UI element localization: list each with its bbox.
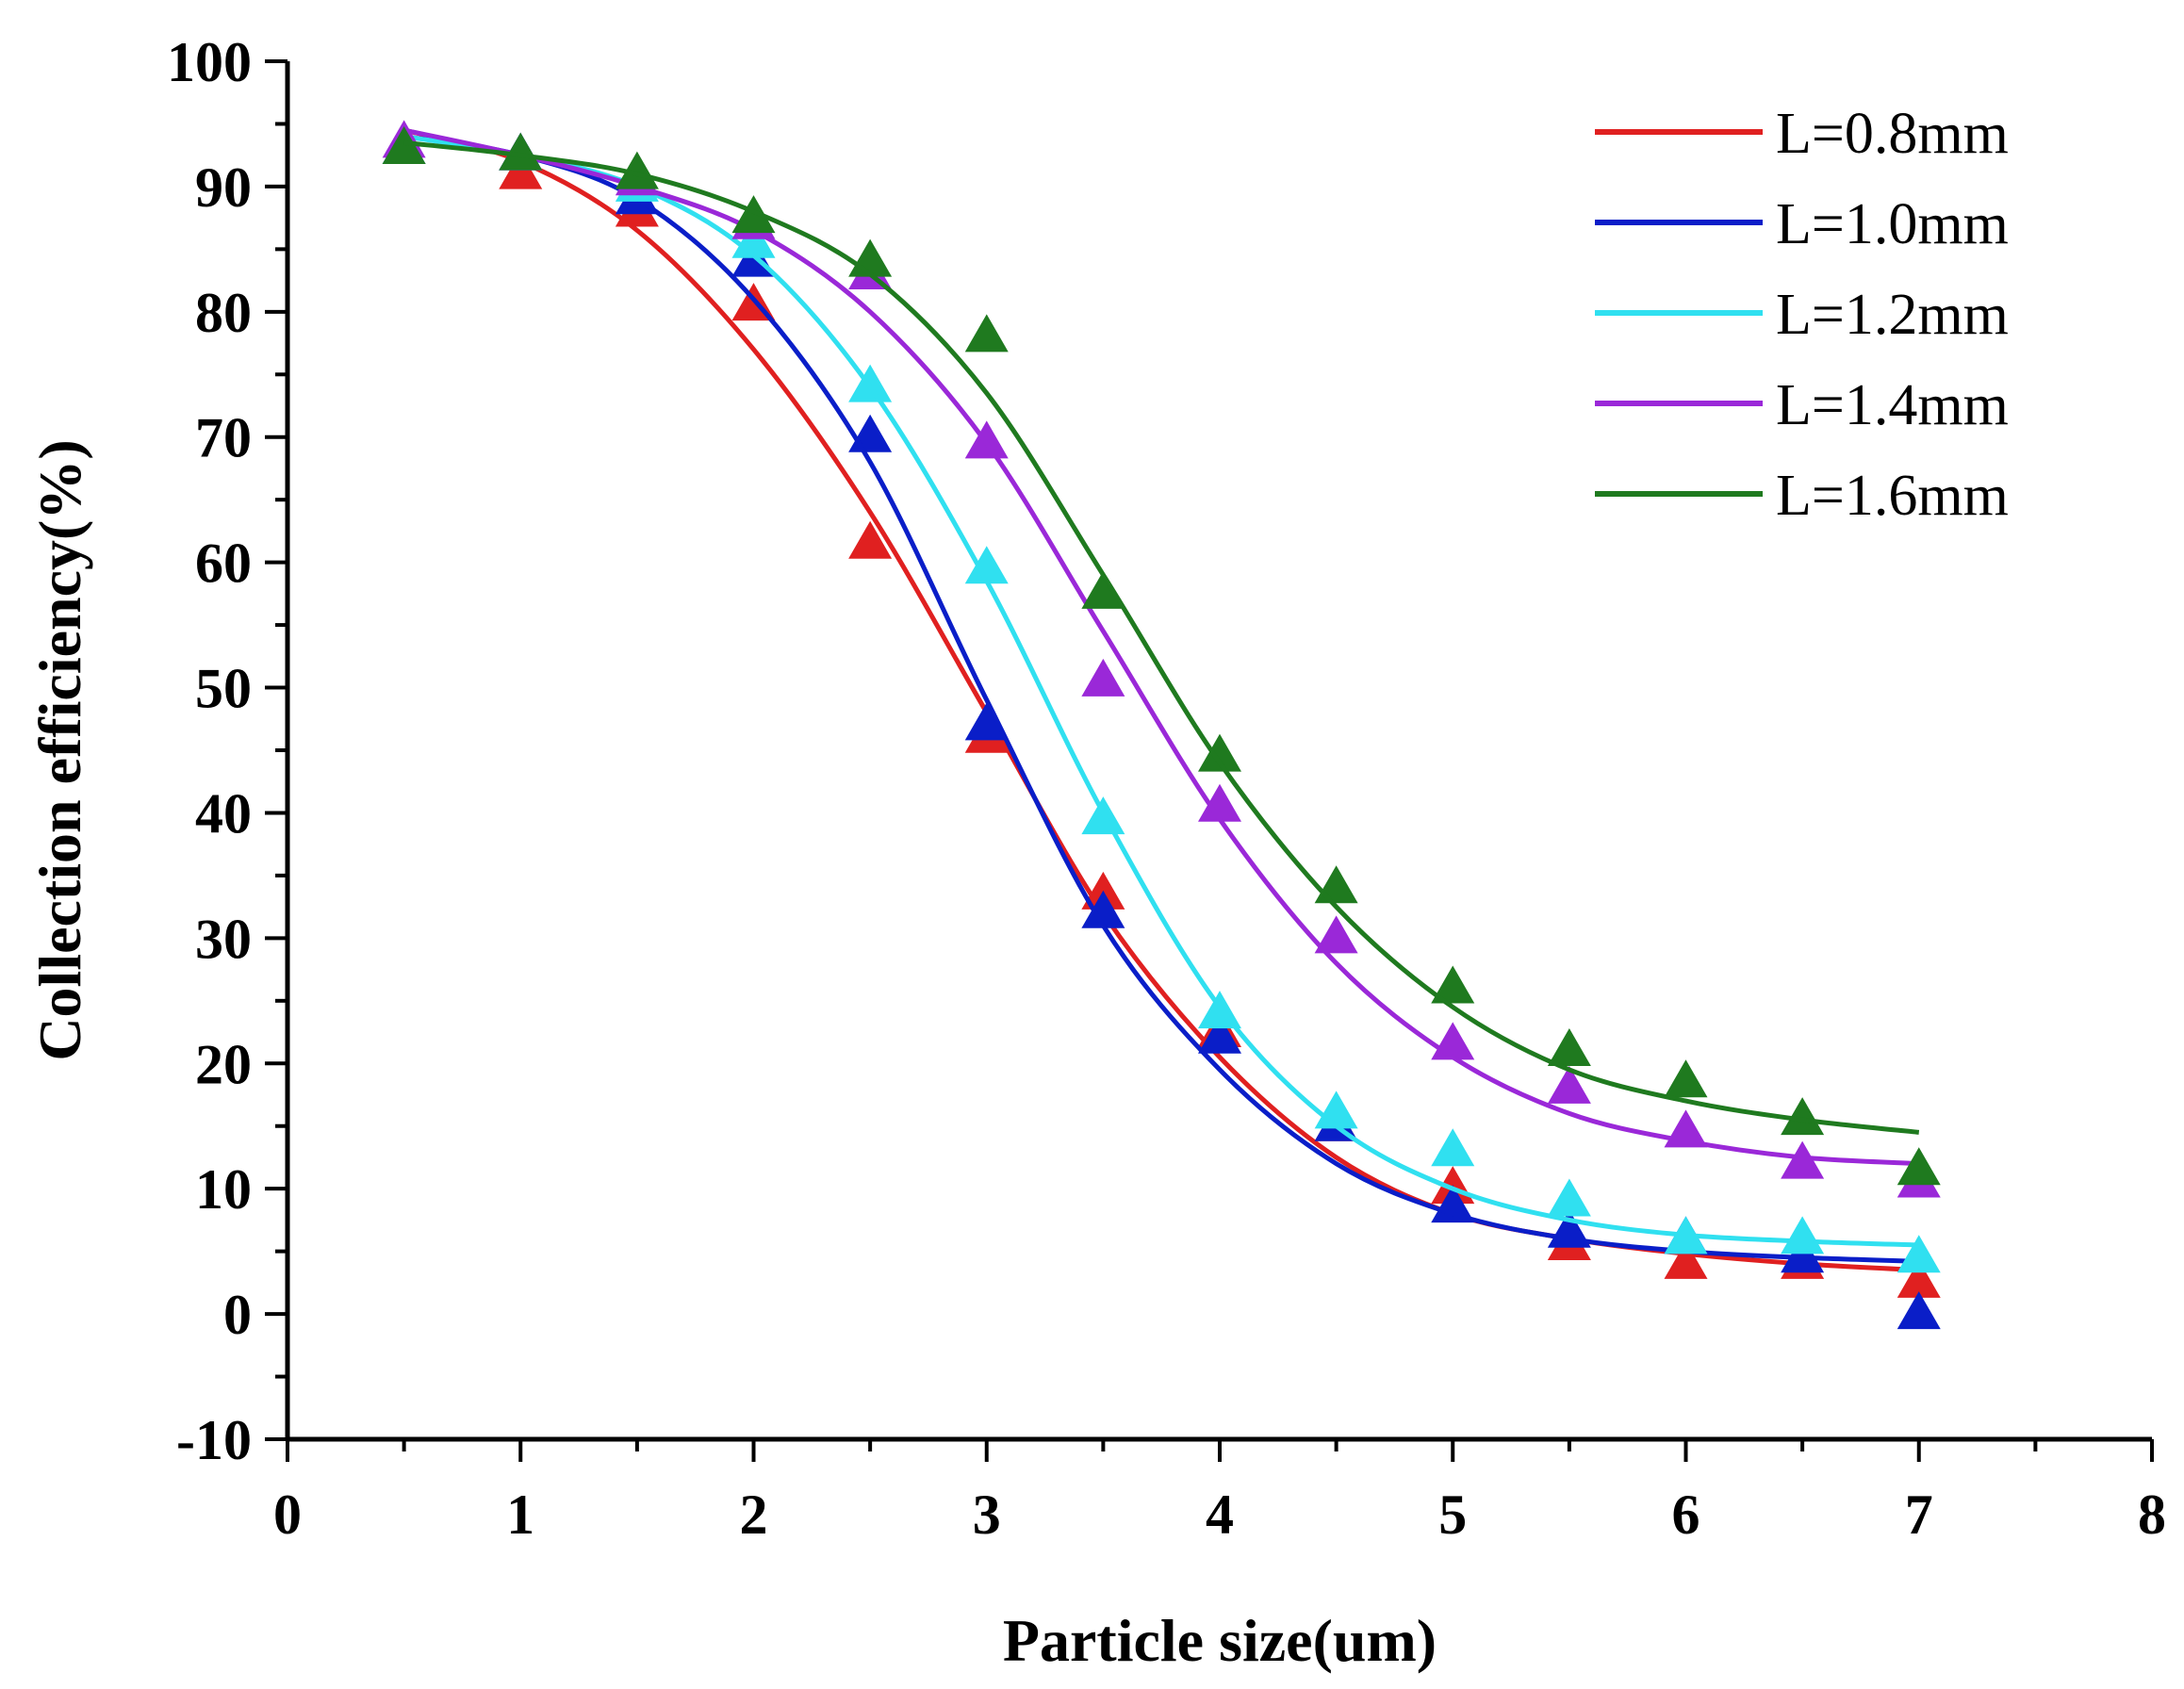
y-tick-label: 60: [195, 533, 252, 595]
legend-label: L=1.0mm: [1776, 192, 2009, 256]
data-point-marker: [1897, 1291, 1941, 1330]
data-point-marker: [1198, 783, 1241, 822]
data-point-marker: [1547, 1027, 1591, 1066]
y-tick-label: 20: [195, 1033, 252, 1095]
data-point-marker: [964, 546, 1009, 584]
data-point-marker: [1781, 1216, 1825, 1254]
data-point-marker: [1664, 1240, 1708, 1279]
y-tick-label: 70: [195, 407, 252, 469]
legend: L=0.8mm L=1.0mm L=1.2mm L=1.4mm L=1.6mm: [1595, 102, 2009, 528]
data-point-marker: [1314, 1090, 1358, 1129]
data-point-marker: [1431, 1128, 1475, 1167]
data-point-marker: [499, 132, 543, 171]
data-point-marker: [615, 151, 659, 189]
y-tick-label: 40: [195, 782, 252, 844]
y-tick-label: 30: [195, 908, 252, 970]
fit-curve: [403, 134, 1919, 1248]
x-tick-label: 5: [1438, 1484, 1467, 1546]
data-point-marker: [1314, 915, 1358, 954]
y-axis-title: Collection efficiency(%): [26, 439, 93, 1060]
data-point-marker: [1431, 1022, 1475, 1060]
series-L=0.8mm: [382, 126, 1941, 1298]
data-point-marker: [1897, 1147, 1941, 1186]
data-point-marker: [964, 702, 1009, 741]
data-point-marker: [1781, 1097, 1825, 1136]
fit-curve: [403, 127, 1919, 1167]
data-point-marker: [1081, 890, 1125, 928]
data-point-marker: [382, 126, 426, 165]
x-tick-label: 8: [2138, 1484, 2166, 1546]
x-tick-label: 0: [273, 1484, 302, 1546]
fit-curve: [402, 127, 1919, 1273]
x-axis-title: Particle size(um): [1003, 1607, 1437, 1674]
series-L=1.6mm: [382, 126, 1941, 1186]
data-point-marker: [1547, 1178, 1591, 1217]
y-tick-label: 100: [167, 31, 252, 93]
data-point-marker: [1431, 1185, 1475, 1223]
x-tick-label: 1: [506, 1484, 534, 1546]
x-tick-label: 4: [1206, 1484, 1234, 1546]
series-L=1.2mm: [382, 126, 1941, 1273]
x-tick-label: 3: [973, 1484, 1001, 1546]
legend-label: L=1.2mm: [1776, 283, 2009, 347]
series-L=1.4mm: [382, 120, 1941, 1198]
fit-curve: [403, 139, 1920, 1135]
legend-label: L=1.6mm: [1776, 464, 2009, 528]
data-point-marker: [1081, 658, 1125, 697]
plot-area: [382, 120, 1941, 1330]
legend-label: L=1.4mm: [1776, 373, 2009, 437]
x-tick-label: 2: [740, 1484, 768, 1546]
data-point-marker: [1781, 1140, 1825, 1179]
data-point-marker: [1547, 1065, 1591, 1104]
data-point-marker: [1664, 1059, 1708, 1098]
data-point-marker: [1081, 570, 1125, 609]
x-tick-label: 7: [1905, 1484, 1933, 1546]
y-ticks: -10 0 10 20 30 40 50 60 70 80 90 100: [167, 31, 287, 1471]
y-tick-label: 80: [195, 282, 252, 344]
data-point-marker: [848, 238, 893, 277]
y-tick-label: 50: [195, 658, 252, 720]
data-point-marker: [1314, 865, 1358, 904]
x-ticks: 0 1 2 3 4 5 6 7 8: [273, 1439, 2166, 1546]
data-point-marker: [964, 314, 1009, 353]
data-point-marker: [1897, 1235, 1941, 1273]
data-point-marker: [1431, 965, 1475, 1004]
data-point-marker: [1198, 1015, 1241, 1054]
data-point-marker: [1897, 1259, 1941, 1298]
y-tick-label: 10: [195, 1158, 252, 1221]
legend-label: L=0.8mm: [1776, 102, 2009, 166]
fit-curve: [403, 134, 1919, 1264]
axes: 0 1 2 3 4 5 6 7 8 -10 0 10 20 30 40 50 60 70 80 90 100: [167, 31, 2166, 1546]
data-point-marker: [848, 520, 893, 559]
y-tick-label: 90: [195, 156, 252, 219]
y-tick-label: 0: [223, 1284, 252, 1346]
data-point-marker: [1198, 733, 1241, 772]
x-tick-label: 6: [1672, 1484, 1700, 1546]
y-tick-label: -10: [176, 1409, 252, 1471]
